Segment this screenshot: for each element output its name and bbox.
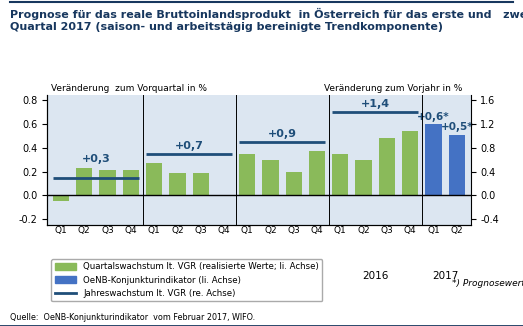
Text: Veränderung zum Vorjahr in %: Veränderung zum Vorjahr in % — [324, 84, 462, 93]
Text: *) Prognosewerte: *) Prognosewerte — [452, 279, 523, 288]
Bar — [169, 173, 186, 195]
Bar — [309, 152, 325, 195]
Text: +0,6*: +0,6* — [417, 112, 450, 122]
Bar — [356, 160, 372, 195]
Bar — [239, 154, 255, 195]
Text: 2014: 2014 — [176, 271, 202, 281]
Text: 2015: 2015 — [269, 271, 295, 281]
Bar — [216, 195, 232, 197]
Bar — [379, 139, 395, 195]
Bar — [192, 173, 209, 195]
Bar — [402, 131, 418, 195]
Text: Prognose für das reale Bruttoinlandsprodukt  in Österreich für das erste und   z: Prognose für das reale Bruttoinlandsprod… — [10, 8, 523, 32]
Text: +0,7: +0,7 — [175, 141, 203, 151]
Text: +0,3: +0,3 — [82, 154, 110, 164]
Bar — [99, 170, 116, 195]
Bar — [53, 195, 69, 201]
Bar — [425, 124, 441, 195]
Bar — [449, 135, 465, 195]
Text: Veränderung  zum Vorquartal in %: Veränderung zum Vorquartal in % — [51, 84, 207, 93]
Text: 2016: 2016 — [362, 271, 389, 281]
Text: 2017: 2017 — [432, 271, 458, 281]
Legend: Quartalswachstum lt. VGR (realisierte Werte; li. Achse), OeNB-Konjunkturindikato: Quartalswachstum lt. VGR (realisierte We… — [51, 259, 323, 302]
Text: 2013: 2013 — [83, 271, 109, 281]
Bar — [146, 163, 162, 195]
Bar — [76, 168, 93, 195]
Bar — [263, 160, 279, 195]
Text: +0,5*: +0,5* — [440, 123, 473, 132]
Bar — [286, 171, 302, 195]
Text: +1,4: +1,4 — [361, 99, 390, 109]
Text: +0,9: +0,9 — [268, 129, 297, 139]
Text: Quelle:  OeNB-Konjunkturindikator  vom Februar 2017, WIFO.: Quelle: OeNB-Konjunkturindikator vom Feb… — [10, 313, 256, 322]
Bar — [332, 154, 348, 195]
Bar — [123, 170, 139, 195]
